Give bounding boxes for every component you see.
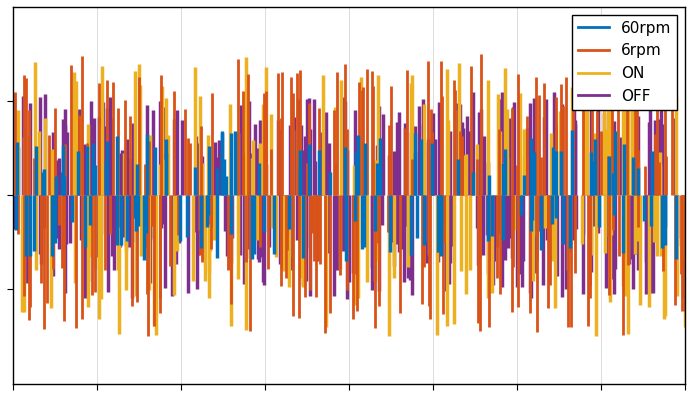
Legend: 60rpm, 6rpm, ON, OFF: 60rpm, 6rpm, ON, OFF [572,15,677,110]
